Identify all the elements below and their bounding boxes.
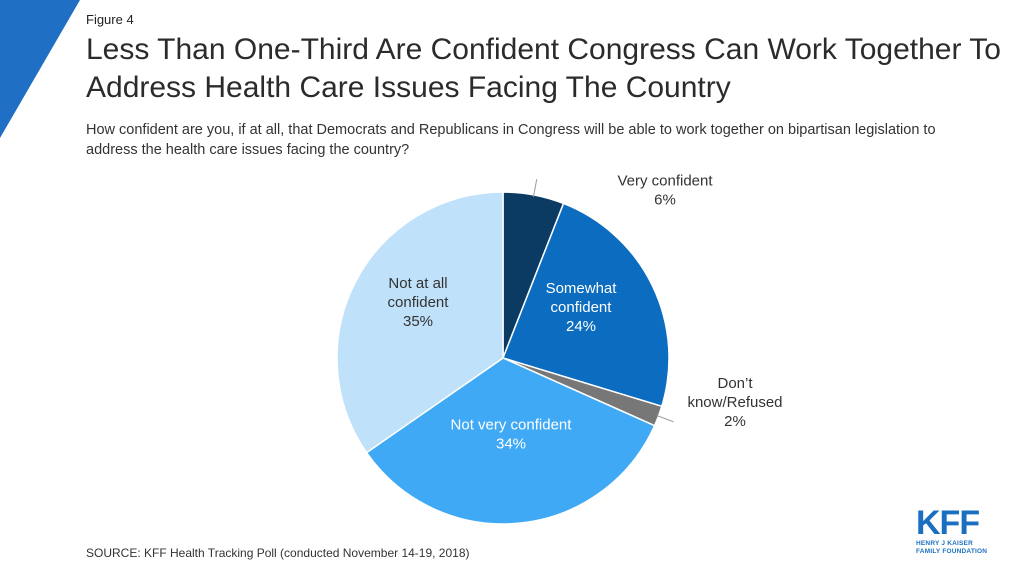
logo-line-1: HENRY J KAISER <box>916 540 973 547</box>
slice-label: Not at all confident 35% <box>388 275 450 330</box>
slice-label: Not very confident 34% <box>451 417 573 453</box>
pie-slice-somewhat-confident <box>502 202 670 408</box>
pie-slice-not-very-confident <box>365 357 656 525</box>
pie-slice-not-at-all-confident <box>336 191 504 454</box>
leader-line <box>656 414 674 423</box>
slice-label: Somewhat confident 24% <box>546 280 618 335</box>
logo-line-2: FAMILY FOUNDATION <box>916 548 988 555</box>
source-note: SOURCE: KFF Health Tracking Poll (conduc… <box>86 546 470 560</box>
leader-line <box>532 179 538 197</box>
slice-label: Don’t know/Refused 2% <box>687 375 782 430</box>
kff-logo: KFF HENRY J KAISER FAMILY FOUNDATION <box>916 506 996 558</box>
logo-mark: KFF <box>916 504 980 542</box>
slice-label: Very confident 6% <box>617 173 713 209</box>
figure-label: Figure 4 <box>86 12 134 27</box>
chart-subtitle: How confident are you, if at all, that D… <box>86 122 936 158</box>
chart-title: Less Than One-Third Are Confident Congre… <box>86 33 1001 104</box>
